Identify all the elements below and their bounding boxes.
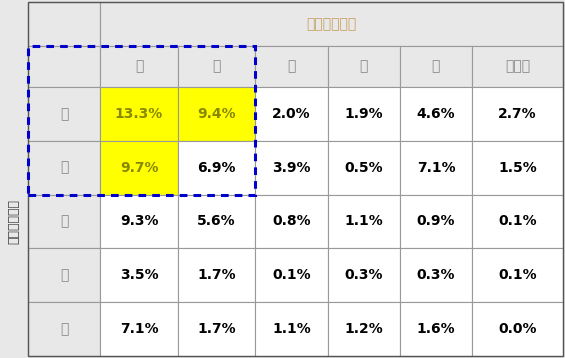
Bar <box>472 141 563 195</box>
Bar <box>178 87 255 141</box>
Bar <box>28 46 100 87</box>
Text: 9.3%: 9.3% <box>120 214 158 228</box>
Bar <box>28 248 100 302</box>
Text: 0.9%: 0.9% <box>417 214 455 228</box>
Text: 7.1%: 7.1% <box>416 161 455 175</box>
Bar <box>178 141 255 195</box>
Bar <box>400 87 472 141</box>
Text: ウ: ウ <box>60 214 68 228</box>
Text: 3.5%: 3.5% <box>120 268 158 282</box>
Bar <box>100 302 178 356</box>
Bar <box>178 248 255 302</box>
Text: 0.1%: 0.1% <box>498 214 537 228</box>
Text: 1.1%: 1.1% <box>344 214 383 228</box>
Bar <box>28 302 100 356</box>
Bar <box>400 46 472 87</box>
Bar <box>472 302 563 356</box>
Bar <box>472 87 563 141</box>
Bar <box>472 248 563 302</box>
Bar <box>328 141 400 195</box>
Text: 0.8%: 0.8% <box>272 214 311 228</box>
Text: イ: イ <box>212 59 221 74</box>
Bar <box>328 248 400 302</box>
Text: ア: ア <box>60 107 68 121</box>
Bar <box>400 141 472 195</box>
Text: 1.9%: 1.9% <box>345 107 383 121</box>
Text: 9.7%: 9.7% <box>120 161 158 175</box>
Text: 2.7%: 2.7% <box>498 107 537 121</box>
Text: ア: ア <box>135 59 143 74</box>
Bar <box>400 248 472 302</box>
Text: 頭文字の母音: 頭文字の母音 <box>7 199 20 244</box>
Text: エ: エ <box>60 268 68 282</box>
Bar <box>100 248 178 302</box>
Text: 1.7%: 1.7% <box>197 268 236 282</box>
Text: 0.1%: 0.1% <box>272 268 311 282</box>
Text: イ: イ <box>60 161 68 175</box>
Text: 1.2%: 1.2% <box>344 322 383 336</box>
Text: その他: その他 <box>505 59 530 74</box>
Text: 7.1%: 7.1% <box>120 322 158 336</box>
Bar <box>100 2 563 46</box>
Bar <box>328 87 400 141</box>
Bar <box>28 195 100 248</box>
Bar <box>255 302 328 356</box>
Bar <box>28 2 100 46</box>
Text: エ: エ <box>359 59 368 74</box>
Bar <box>328 46 400 87</box>
Bar <box>178 195 255 248</box>
Bar <box>178 302 255 356</box>
Text: 5.6%: 5.6% <box>197 214 236 228</box>
Bar <box>100 141 178 195</box>
Bar <box>400 302 472 356</box>
Text: 0.0%: 0.0% <box>498 322 537 336</box>
Bar <box>28 141 100 195</box>
Bar <box>255 195 328 248</box>
Bar <box>28 87 100 141</box>
Bar <box>100 195 178 248</box>
Bar <box>100 46 178 87</box>
Bar <box>100 87 178 141</box>
Text: 3.9%: 3.9% <box>272 161 311 175</box>
Text: 0.3%: 0.3% <box>417 268 455 282</box>
Text: オ: オ <box>60 322 68 336</box>
Text: オ: オ <box>432 59 440 74</box>
Text: 0.1%: 0.1% <box>498 268 537 282</box>
Bar <box>472 46 563 87</box>
Bar <box>400 195 472 248</box>
Text: 止め字の母音: 止め字の母音 <box>306 17 357 31</box>
Text: 1.6%: 1.6% <box>416 322 455 336</box>
Bar <box>255 87 328 141</box>
Bar <box>178 46 255 87</box>
Text: 1.7%: 1.7% <box>197 322 236 336</box>
Bar <box>255 141 328 195</box>
Text: 4.6%: 4.6% <box>416 107 455 121</box>
Text: 0.5%: 0.5% <box>345 161 383 175</box>
Bar <box>328 302 400 356</box>
Text: 13.3%: 13.3% <box>115 107 163 121</box>
Text: 0.3%: 0.3% <box>345 268 383 282</box>
Text: ウ: ウ <box>287 59 295 74</box>
Text: 6.9%: 6.9% <box>197 161 236 175</box>
Bar <box>28 46 255 195</box>
Bar <box>255 248 328 302</box>
Text: 1.1%: 1.1% <box>272 322 311 336</box>
Text: 1.5%: 1.5% <box>498 161 537 175</box>
Bar <box>472 195 563 248</box>
Bar <box>328 195 400 248</box>
Text: 9.4%: 9.4% <box>197 107 236 121</box>
Bar <box>255 46 328 87</box>
Text: 2.0%: 2.0% <box>272 107 311 121</box>
